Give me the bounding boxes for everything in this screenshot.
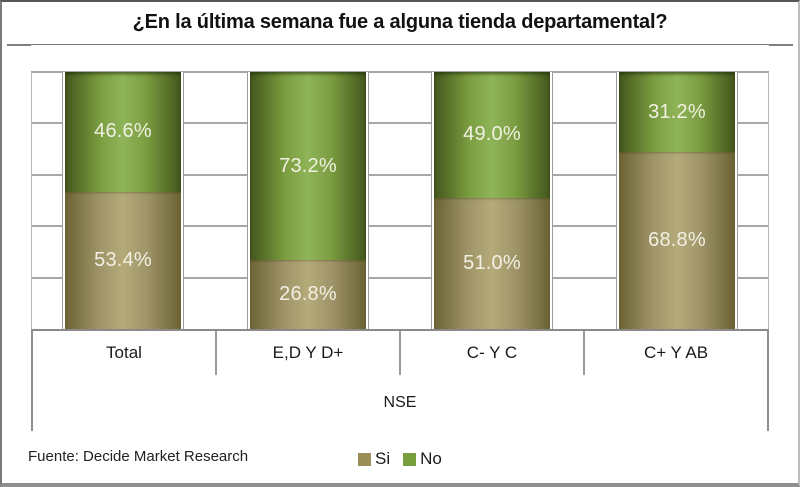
legend-label-no: No: [420, 449, 442, 468]
segment-si-e-d-y-d: 26.8%: [250, 260, 366, 329]
axis-label-nse: NSE: [383, 394, 417, 411]
legend-swatch-si: [358, 452, 371, 466]
category-axis-row: Total E,D Y D+ C- Y C C+ Y AB: [33, 331, 767, 375]
legend: Si No: [358, 449, 442, 469]
bar-total: 46.6% 53.4%: [62, 72, 184, 329]
gridline: [31, 225, 769, 228]
value-label-si-e-d-y-d: 26.8%: [279, 283, 337, 306]
value-label-no-c-y-c: 49.0%: [463, 123, 521, 146]
legend-swatch-no: [403, 452, 417, 466]
value-label-no-c-y-ab: 31.2%: [648, 100, 706, 123]
value-label-no-e-d-y-d: 73.2%: [279, 154, 337, 177]
category-label-c-y-ab: C+ Y AB: [643, 343, 709, 362]
legend-item-no: No: [403, 449, 442, 469]
segment-no-c-y-c: 49.0%: [434, 72, 550, 198]
gridline: [31, 173, 769, 176]
segment-si-c-y-c: 51.0%: [434, 197, 550, 329]
category-axis: Total E,D Y D+ C- Y C C+ Y AB NSE: [31, 329, 769, 431]
category-label-e-d-y-d: E,D Y D+: [217, 331, 401, 375]
plot-side-border: [31, 72, 32, 329]
category-label-total: Total: [33, 331, 217, 375]
segment-no-total: 46.6%: [65, 72, 181, 192]
plot-area: 46.6% 53.4% 73.2% 26.8% 49.0% 51.0% 31.2% 68.8%: [31, 45, 769, 329]
gridline: [31, 276, 769, 279]
value-label-si-c-y-ab: 68.8%: [648, 229, 706, 252]
bar-c-y-c: 49.0% 51.0%: [431, 72, 553, 329]
segment-si-c-y-ab: 68.8%: [619, 152, 735, 329]
bar-e-d-y-d: 73.2% 26.8%: [247, 72, 369, 329]
value-label-si-total: 53.4%: [94, 248, 152, 271]
bar-c-y-ab: 31.2% 68.8%: [616, 72, 738, 329]
source-text: Fuente: Decide Market Research: [28, 448, 249, 465]
category-label-c-y-c: C- Y C: [401, 331, 585, 375]
plot-side-border: [768, 72, 769, 329]
segment-no-c-y-ab: 31.2%: [619, 72, 735, 153]
value-label-no-total: 46.6%: [94, 120, 152, 143]
chart-title: ¿En la última semana fue a alguna tienda…: [132, 11, 668, 33]
gridline: [31, 71, 769, 73]
value-label-si-c-y-c: 51.0%: [463, 251, 521, 274]
legend-item-si: Si: [358, 449, 390, 469]
segment-no-e-d-y-d: 73.2%: [250, 72, 366, 261]
segment-si-total: 53.4%: [65, 191, 181, 329]
gridline: [31, 122, 769, 125]
legend-label-si: Si: [375, 449, 391, 468]
